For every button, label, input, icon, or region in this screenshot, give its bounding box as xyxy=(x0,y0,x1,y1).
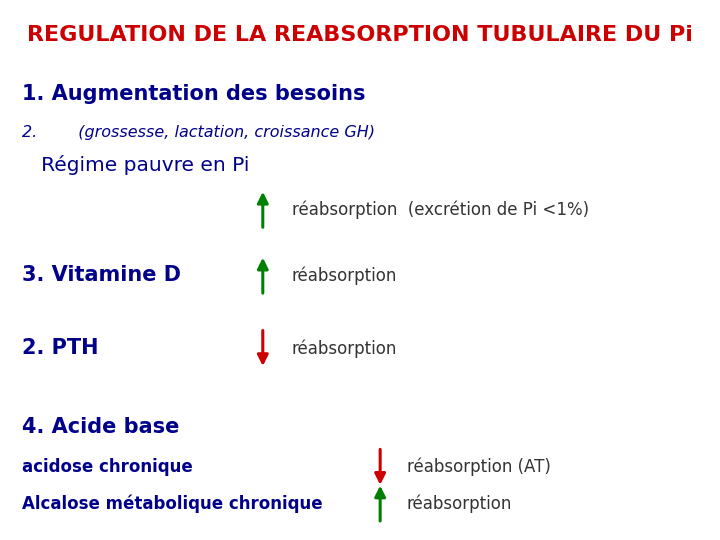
Text: 2. PTH: 2. PTH xyxy=(22,338,98,359)
Text: réabsorption: réabsorption xyxy=(292,339,397,357)
Text: réabsorption  (excrétion de Pi <1%): réabsorption (excrétion de Pi <1%) xyxy=(292,200,589,219)
Text: réabsorption (AT): réabsorption (AT) xyxy=(407,458,551,476)
Text: Régime pauvre en Pi: Régime pauvre en Pi xyxy=(22,154,249,175)
Text: REGULATION DE LA REABSORPTION TUBULAIRE DU Pi: REGULATION DE LA REABSORPTION TUBULAIRE … xyxy=(27,25,693,45)
Text: 2.        (grossesse, lactation, croissance GH): 2. (grossesse, lactation, croissance GH) xyxy=(22,125,374,140)
Text: 1. Augmentation des besoins: 1. Augmentation des besoins xyxy=(22,84,365,105)
Text: 3. Vitamine D: 3. Vitamine D xyxy=(22,265,181,286)
Text: 4. Acide base: 4. Acide base xyxy=(22,416,179,437)
Text: Alcalose métabolique chronique: Alcalose métabolique chronique xyxy=(22,494,323,512)
Text: réabsorption: réabsorption xyxy=(407,494,512,512)
Text: réabsorption: réabsorption xyxy=(292,266,397,285)
Text: acidose chronique: acidose chronique xyxy=(22,458,192,476)
